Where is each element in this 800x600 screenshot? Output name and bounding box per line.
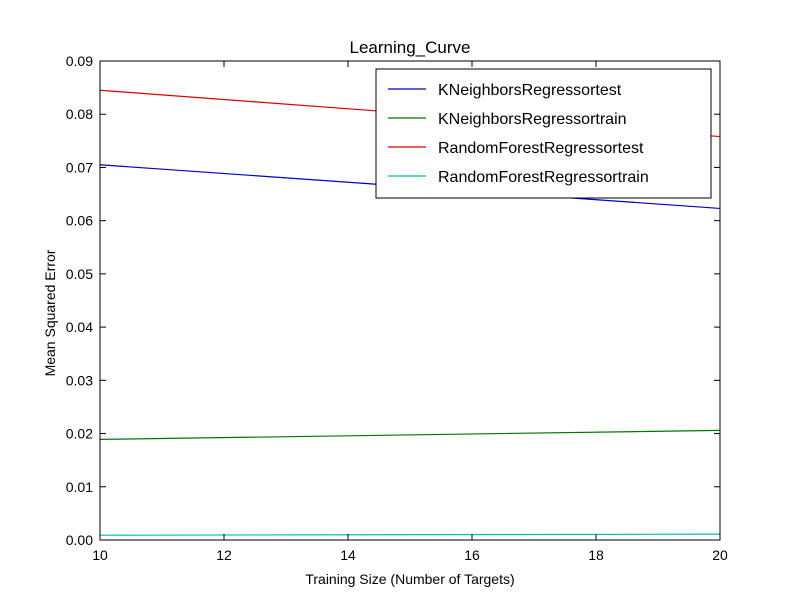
axis-ticks: 10 12 14 16 18 20 0.00 0.01 0.02 0.03 0.04 0.05 0.06… (66, 53, 728, 563)
x-axis-title: Training Size (Number of Targets) (305, 571, 514, 587)
y-tick-label: 0.02 (66, 426, 93, 442)
x-tick-label: 16 (464, 547, 480, 563)
x-tick-label: 20 (712, 547, 728, 563)
legend-label-0: KNeighborsRegressortest (438, 82, 622, 99)
x-tick-label: 18 (588, 547, 604, 563)
y-tick-label: 0.08 (66, 106, 93, 122)
y-tick-label: 0.01 (66, 479, 93, 495)
series-line-3 (99, 533, 721, 536)
y-tick-label: 0.05 (66, 266, 93, 282)
legend-label-3: RandomForestRegressortrain (438, 169, 649, 186)
chart-title: Learning_Curve (350, 38, 471, 57)
y-tick-label: 0.07 (66, 159, 93, 175)
legend-label-1: KNeighborsRegressortrain (438, 111, 627, 128)
legend-box (375, 68, 712, 199)
x-tick-label: 14 (340, 547, 356, 563)
y-axis-title: Mean Squared Error (42, 249, 58, 376)
legend-label-2: RandomForestRegressortest (438, 140, 644, 157)
y-tick-label: 0.04 (66, 319, 93, 335)
y-tick-label: 0.06 (66, 213, 93, 229)
legend: KNeighborsRegressortest KNeighborsRegress… (375, 68, 712, 199)
y-tick-label: 0.00 (66, 532, 93, 548)
y-tick-label: 0.09 (66, 53, 93, 69)
series-line-1 (99, 429, 721, 441)
x-tick-label: 12 (216, 547, 232, 563)
y-tick-label: 0.03 (66, 372, 93, 388)
plot-frame (99, 60, 721, 541)
x-tick-label: 10 (92, 547, 108, 563)
